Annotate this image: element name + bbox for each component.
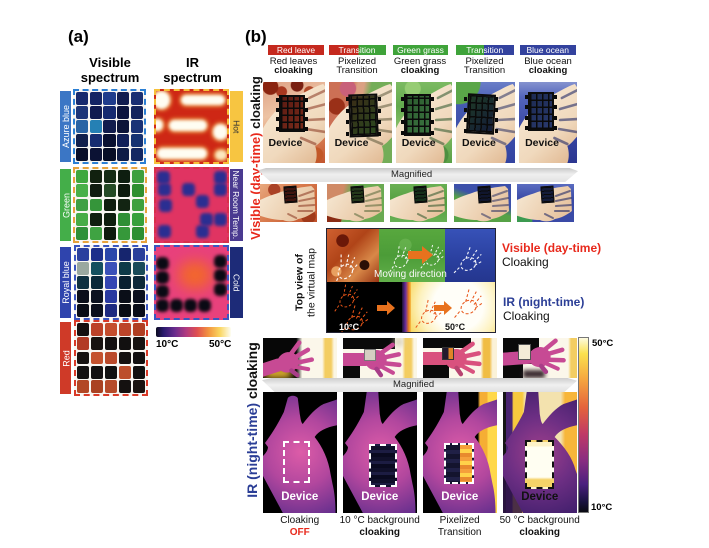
- svg-text:Moving direction: Moving direction: [374, 269, 447, 280]
- svg-text:50°C: 50°C: [445, 322, 466, 332]
- svg-text:10°C: 10°C: [339, 322, 360, 332]
